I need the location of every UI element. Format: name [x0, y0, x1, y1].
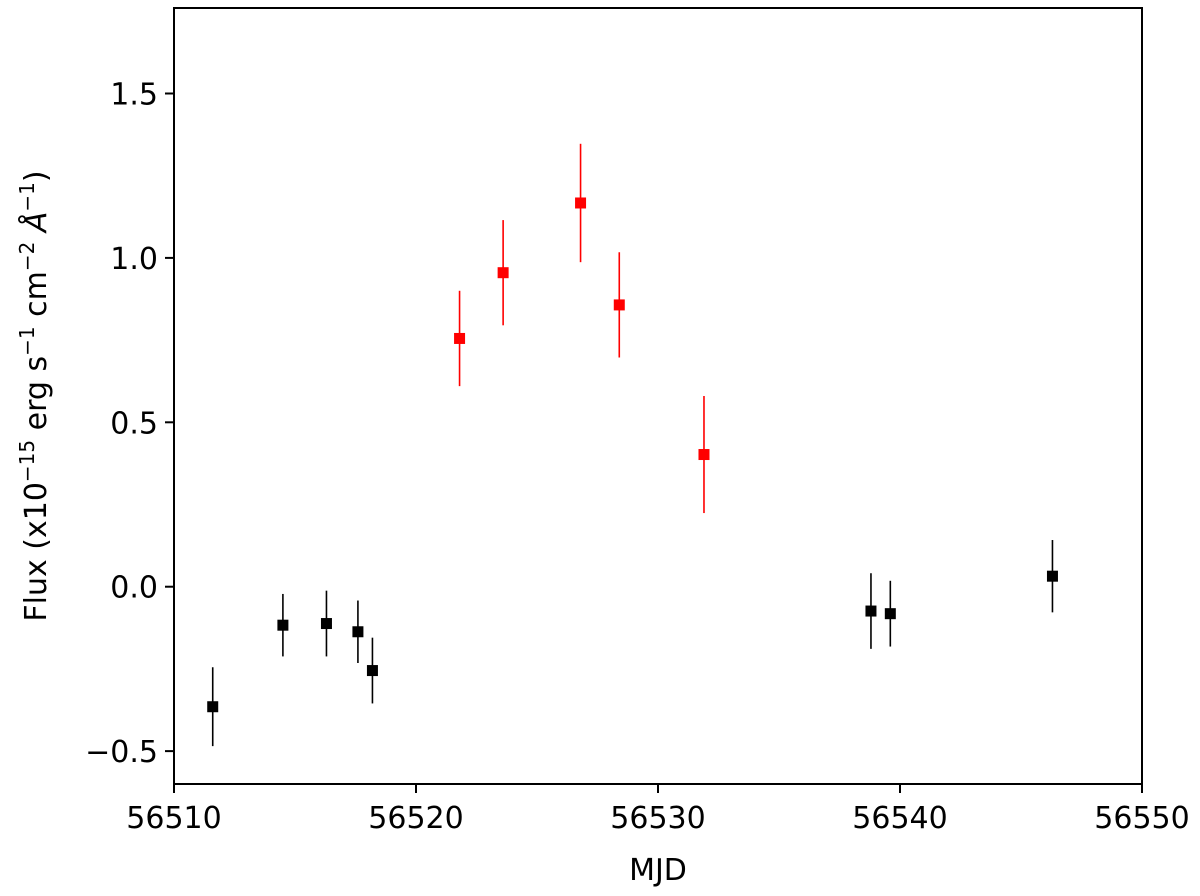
data-point [277, 619, 289, 631]
x-tick-label: 56530 [610, 801, 705, 836]
y-tick-label: 1.5 [110, 77, 158, 112]
data-point [613, 299, 625, 311]
y-tick-label: 0.5 [110, 406, 158, 441]
y-axis-ticks: −0.5 0.0 0.5 1.0 1.5 [85, 77, 174, 770]
data-point [575, 197, 587, 209]
x-tick-label: 56540 [852, 801, 947, 836]
x-axis-ticks: 56510 56520 56530 56540 56550 [126, 784, 1190, 836]
y-axis-label-exp4: −1 [15, 182, 39, 211]
x-tick-label: 56510 [126, 801, 221, 836]
data-point [320, 618, 332, 630]
data-marks [207, 143, 1058, 747]
data-point [454, 332, 466, 344]
x-tick-label: 56520 [368, 801, 463, 836]
y-axis-label-exp1: −15 [15, 440, 39, 482]
x-tick-label: 56550 [1094, 801, 1189, 836]
y-tick-label: 1.0 [110, 242, 158, 277]
y-tick-label: −0.5 [85, 735, 158, 770]
data-point [497, 267, 509, 279]
y-axis-label-suffix: ) [19, 170, 54, 182]
data-point [366, 665, 378, 677]
plot-frame [173, 7, 1143, 785]
data-point [865, 605, 877, 617]
y-axis-label: Flux (x10−15 erg s−1 cm−2 Å−1) [15, 170, 54, 621]
y-axis-label-prefix: Flux (x10 [19, 482, 54, 622]
data-point [352, 626, 364, 638]
data-point [698, 449, 710, 461]
y-axis-label-exp2: −1 [15, 326, 39, 355]
data-point [884, 608, 896, 620]
y-axis-label-mid1: erg s [19, 356, 54, 440]
y-axis-label-mid2: cm [19, 271, 54, 326]
data-point [207, 701, 219, 713]
y-axis-label-exp3: −2 [15, 242, 39, 271]
y-axis-label-mid3: Å [18, 212, 54, 242]
y-tick-label: 0.0 [110, 571, 158, 606]
x-axis-label: MJD [629, 853, 687, 888]
data-point [1046, 570, 1058, 582]
